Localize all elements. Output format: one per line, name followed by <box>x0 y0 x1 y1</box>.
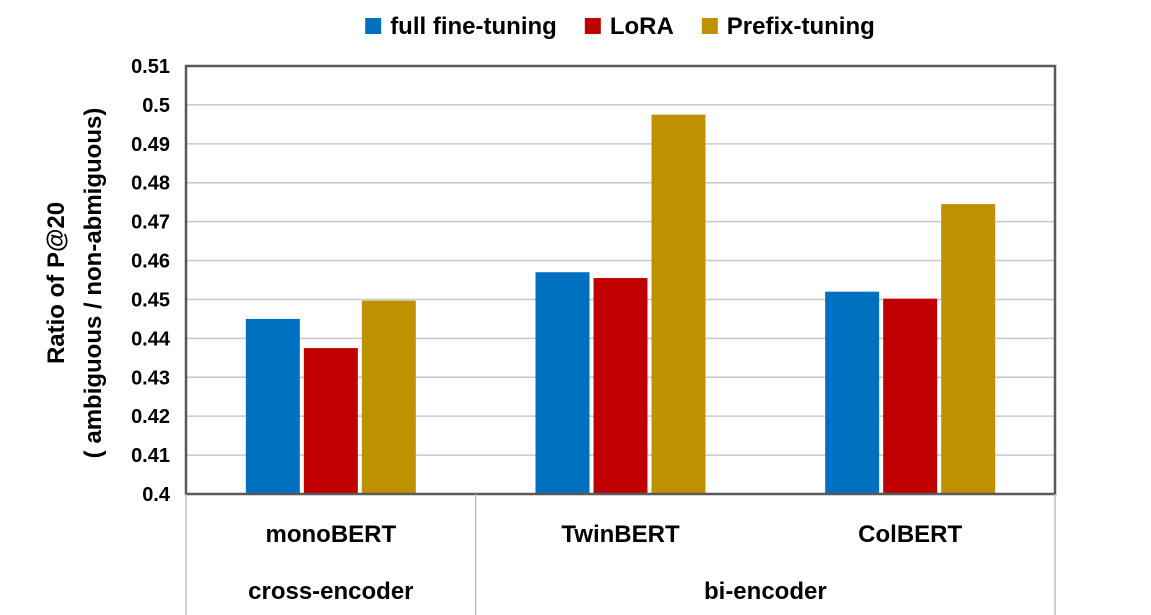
legend-item: Prefix-tuning <box>701 13 875 40</box>
bar-full-fine-tuning-monobert <box>245 318 300 494</box>
y-tick-label: 0.44 <box>131 328 171 350</box>
category-label: ColBERT <box>858 521 962 548</box>
y-tick-label: 0.45 <box>131 289 170 311</box>
bar-prefix-tuning-colbert <box>941 204 996 495</box>
legend-label: LoRA <box>610 13 674 40</box>
y-tick-label: 0.48 <box>131 173 170 195</box>
plot-area-border <box>184 64 1057 496</box>
legend-swatch <box>701 18 718 34</box>
group-label: bi-encoder <box>704 578 827 605</box>
y-axis-title-line2: ( ambiguous / non-abmiguous) <box>80 108 107 459</box>
bars <box>245 114 996 495</box>
legend: full fine-tuning LoRA Prefix-tuning <box>365 13 875 40</box>
y-tick-label: 0.5 <box>142 95 170 117</box>
legend-swatch <box>365 18 382 34</box>
y-tick-label: 0.49 <box>131 134 170 156</box>
y-tick-label: 0.51 <box>131 56 170 78</box>
group-label: cross-encoder <box>248 578 413 605</box>
category-label: monoBERT <box>266 521 397 548</box>
category-label: TwinBERT <box>561 521 680 548</box>
y-axis-title-line1: Ratio of P@20 <box>43 202 70 364</box>
legend-label: Prefix-tuning <box>727 13 875 40</box>
y-tick-label: 0.43 <box>131 367 170 389</box>
y-tick-labels: 0.4 0.41 0.42 0.43 0.44 0.45 0.46 0.47 0.48 0.49 0… <box>131 56 171 506</box>
category-table <box>185 494 1056 615</box>
plot-frame <box>184 64 1057 496</box>
y-tick-label: 0.42 <box>131 406 170 428</box>
y-tick-label: 0.46 <box>131 251 170 273</box>
legend-swatch <box>584 18 601 34</box>
bar-lora-twinbert <box>593 278 648 494</box>
bar-full-fine-tuning-colbert <box>825 291 880 494</box>
bar-full-fine-tuning-twinbert <box>535 272 590 494</box>
y-axis-title: Ratio of P@20 ( ambiguous / non-abmiguou… <box>43 108 107 459</box>
bar-prefix-tuning-monobert <box>361 300 416 494</box>
legend-label: full fine-tuning <box>390 13 557 40</box>
y-tick-label: 0.4 <box>142 484 171 506</box>
bar-prefix-tuning-twinbert <box>651 114 706 495</box>
y-tick-label: 0.47 <box>131 212 170 234</box>
bar-lora-monobert <box>303 348 358 494</box>
y-tick-label: 0.41 <box>131 445 170 467</box>
legend-item: full fine-tuning <box>365 13 557 40</box>
bar-lora-colbert <box>883 298 938 494</box>
category-labels: monoBERT TwinBERT ColBERT cross-encoder bi-e… <box>248 521 962 605</box>
legend-item: LoRA <box>584 13 674 40</box>
